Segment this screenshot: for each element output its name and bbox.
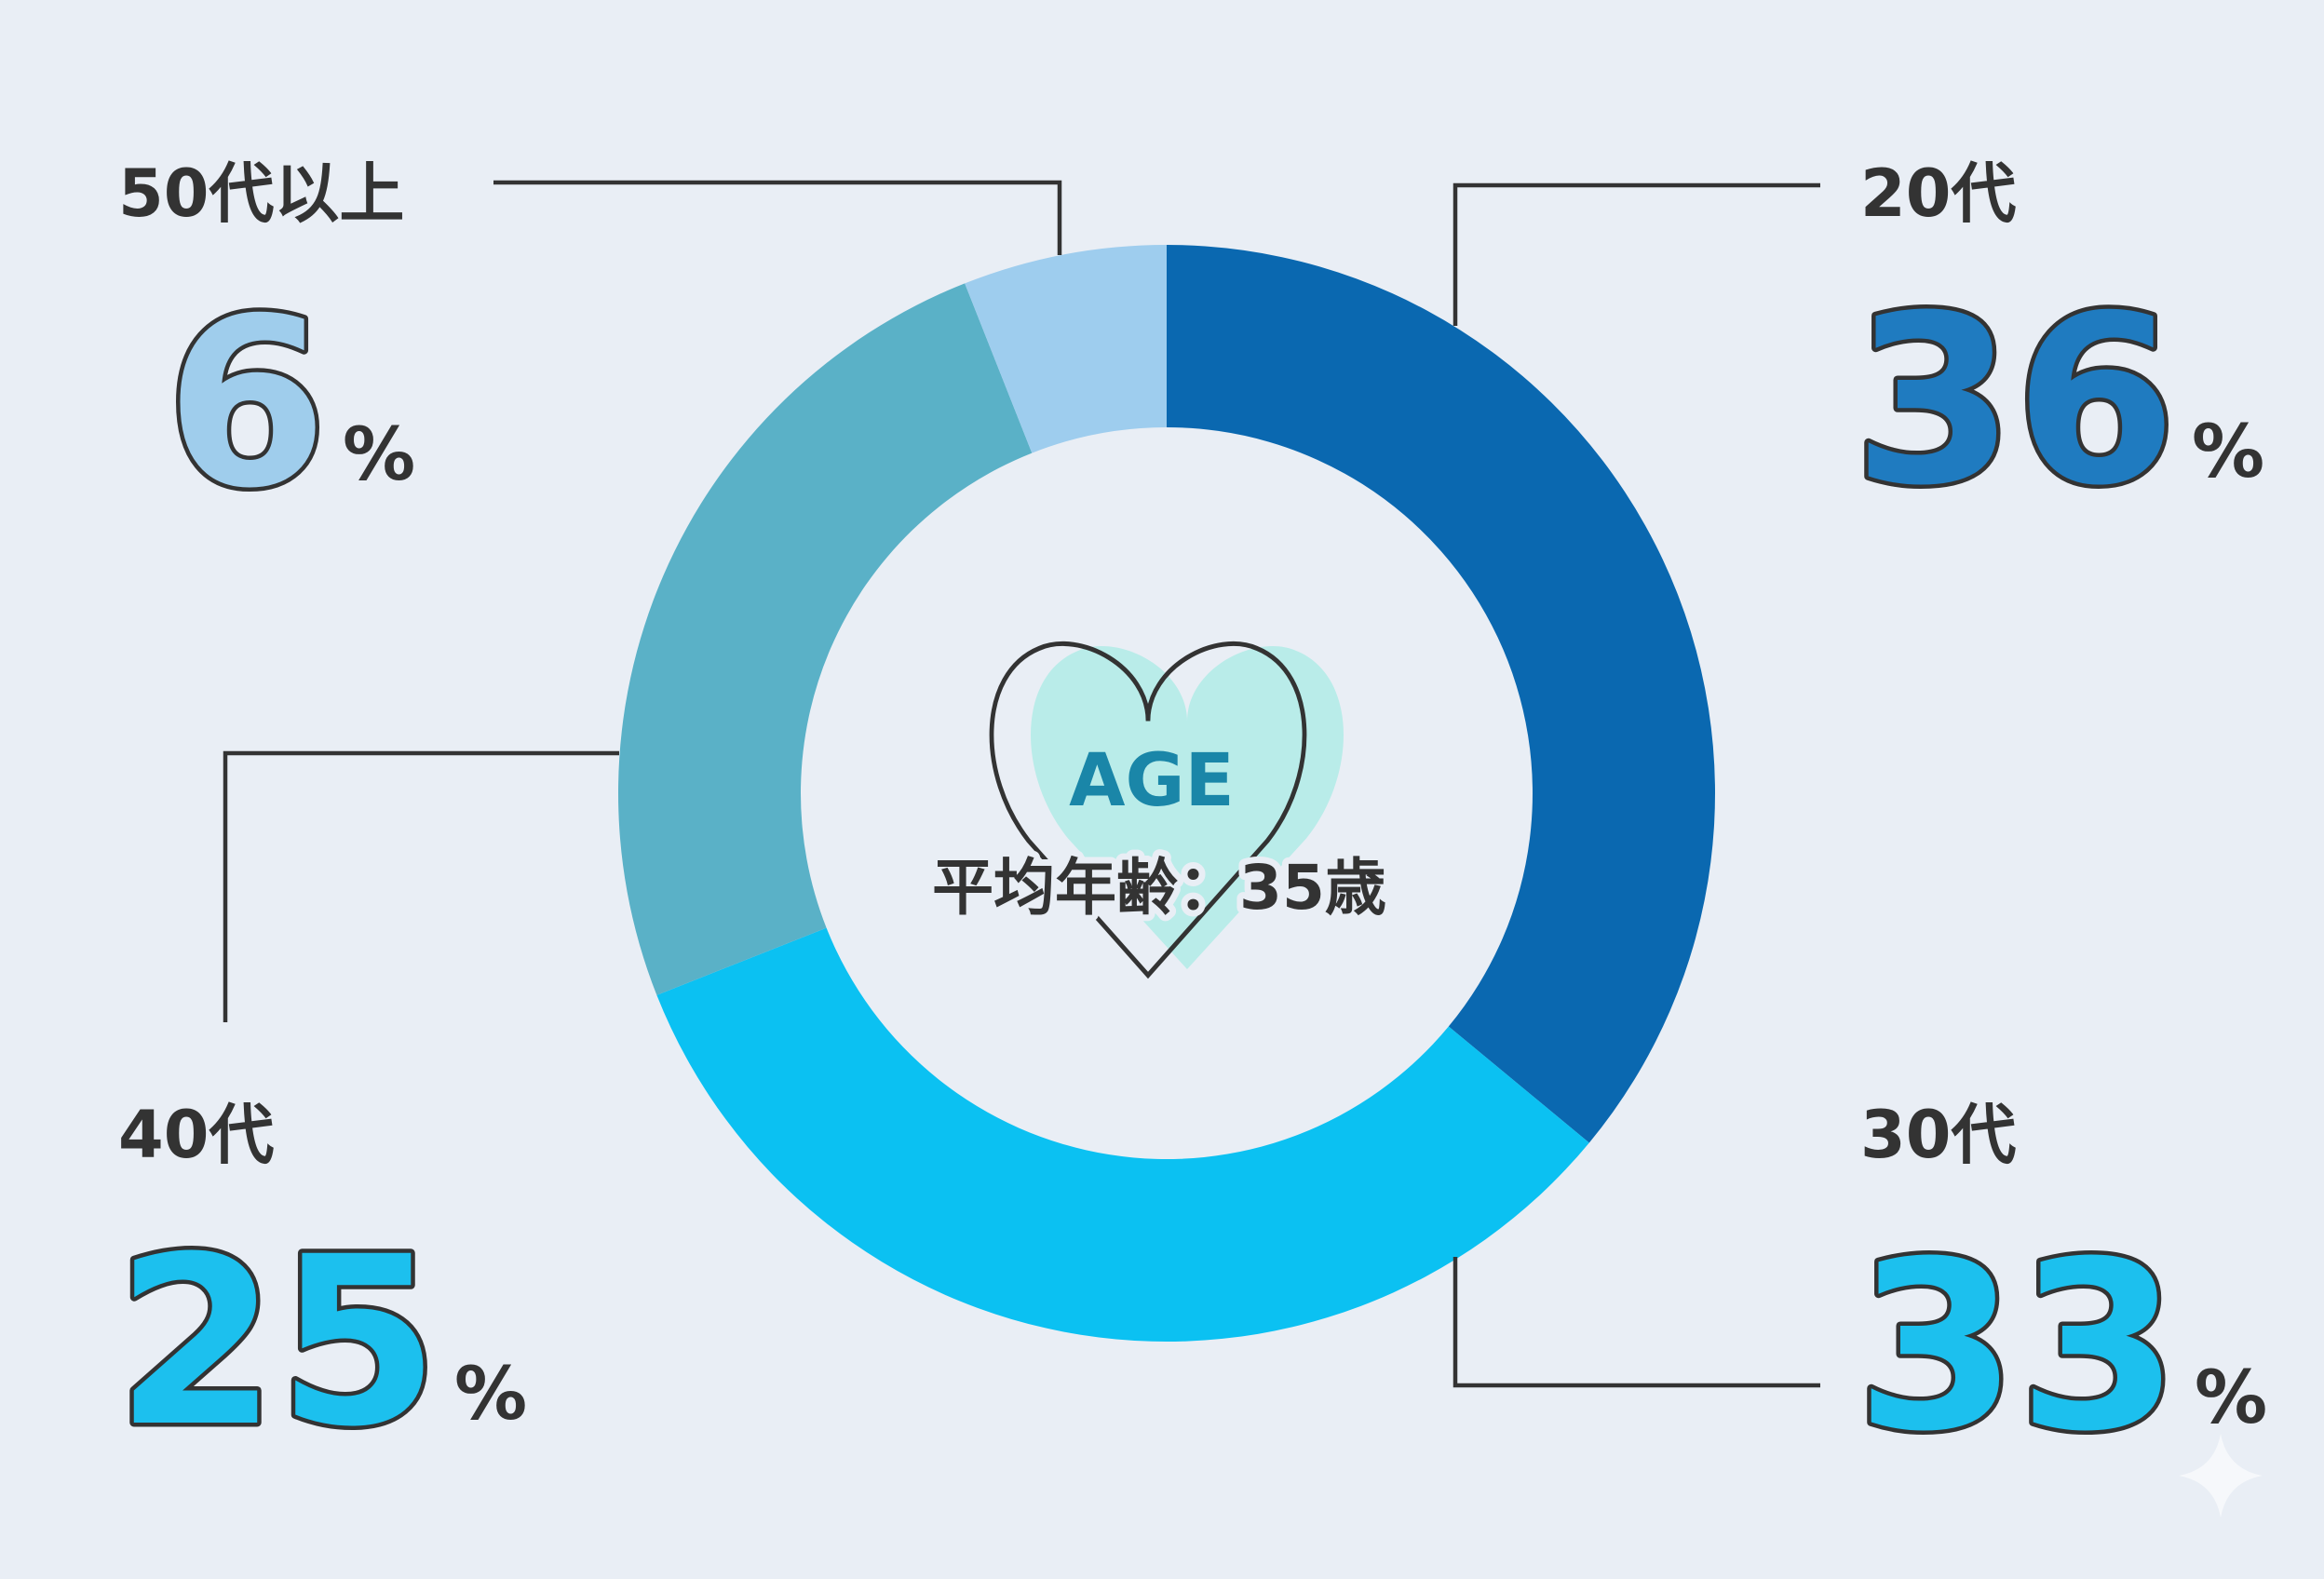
unit-50s-plus: % — [343, 413, 415, 497]
unit-20s: % — [2192, 411, 2264, 494]
sparkle-icon — [2179, 1434, 2263, 1518]
average-age: 平均年齢：35歳 — [932, 852, 1386, 924]
data-label-30s: 33 — [1856, 1211, 2180, 1482]
data-label-50s-plus: 6 — [166, 268, 328, 539]
data-label-40s: 25 — [115, 1207, 439, 1478]
unit-40s: % — [454, 1353, 527, 1437]
category-label-30s: 30代 — [1860, 1097, 2016, 1173]
donut-slice-20s — [1167, 245, 1715, 1143]
category-label-50s-plus: 50代以上 — [118, 155, 404, 232]
leader-line-40s — [223, 750, 619, 1022]
leader-line-50s — [493, 180, 1062, 255]
donut-slice-50s-plus — [965, 245, 1167, 453]
donut-slice-40s — [618, 283, 1033, 995]
unit-30s: % — [2195, 1356, 2267, 1440]
center-title: AGE — [1069, 739, 1235, 823]
leader-line-20s — [1452, 182, 1820, 326]
donut-slices — [618, 245, 1715, 1342]
data-label-20s: 36 — [1853, 265, 2177, 536]
donut-slice-30s — [656, 927, 1589, 1342]
category-label-20s: 20代 — [1860, 155, 2016, 232]
leader-line-30s — [1452, 1257, 1820, 1388]
category-label-40s: 40代 — [118, 1097, 274, 1173]
heart-icon — [989, 641, 1344, 979]
